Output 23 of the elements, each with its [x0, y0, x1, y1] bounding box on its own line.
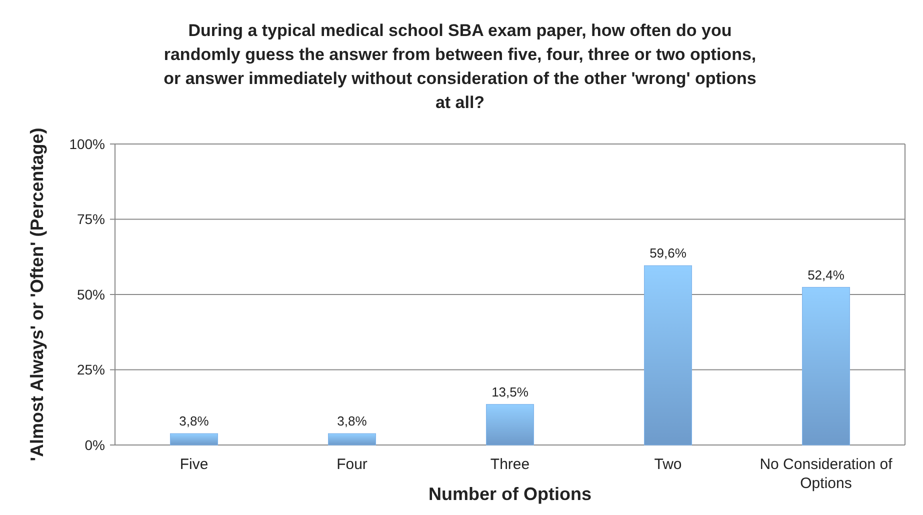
y-tick-label: 100%	[69, 136, 105, 152]
x-tick-label: Five	[180, 456, 208, 473]
bar	[328, 433, 376, 446]
bar	[486, 404, 534, 446]
data-label: 13,5%	[492, 384, 529, 400]
x-tick-label: Two	[654, 456, 682, 473]
chart-title: During a typical medical school SBA exam paper, how often do you randomly guess the answer from between five, four, three or two options, or answer immediately without consideration of the other 'wrong' options at all?	[164, 21, 756, 112]
x-tick-label: No Consideration of Options	[760, 456, 894, 492]
y-axis-title: 'Almost Always' or 'Often' (Percentage)	[27, 128, 47, 462]
y-tick-label: 25%	[76, 362, 105, 378]
bar	[644, 265, 692, 446]
x-axis-title: Number of Options	[428, 484, 592, 504]
data-label: 3,8%	[179, 414, 210, 429]
x-tick-label: Three	[490, 456, 530, 473]
y-tick-label: 75%	[76, 211, 105, 228]
y-tick-label: 0%	[84, 436, 105, 453]
bar	[802, 286, 850, 446]
y-tick-label: 50%	[76, 286, 105, 302]
x-tick-label: Four	[336, 456, 368, 473]
bar	[170, 433, 218, 446]
data-label: 3,8%	[337, 414, 368, 429]
data-label: 59,6%	[650, 246, 687, 261]
data-label: 52,4%	[808, 267, 845, 282]
